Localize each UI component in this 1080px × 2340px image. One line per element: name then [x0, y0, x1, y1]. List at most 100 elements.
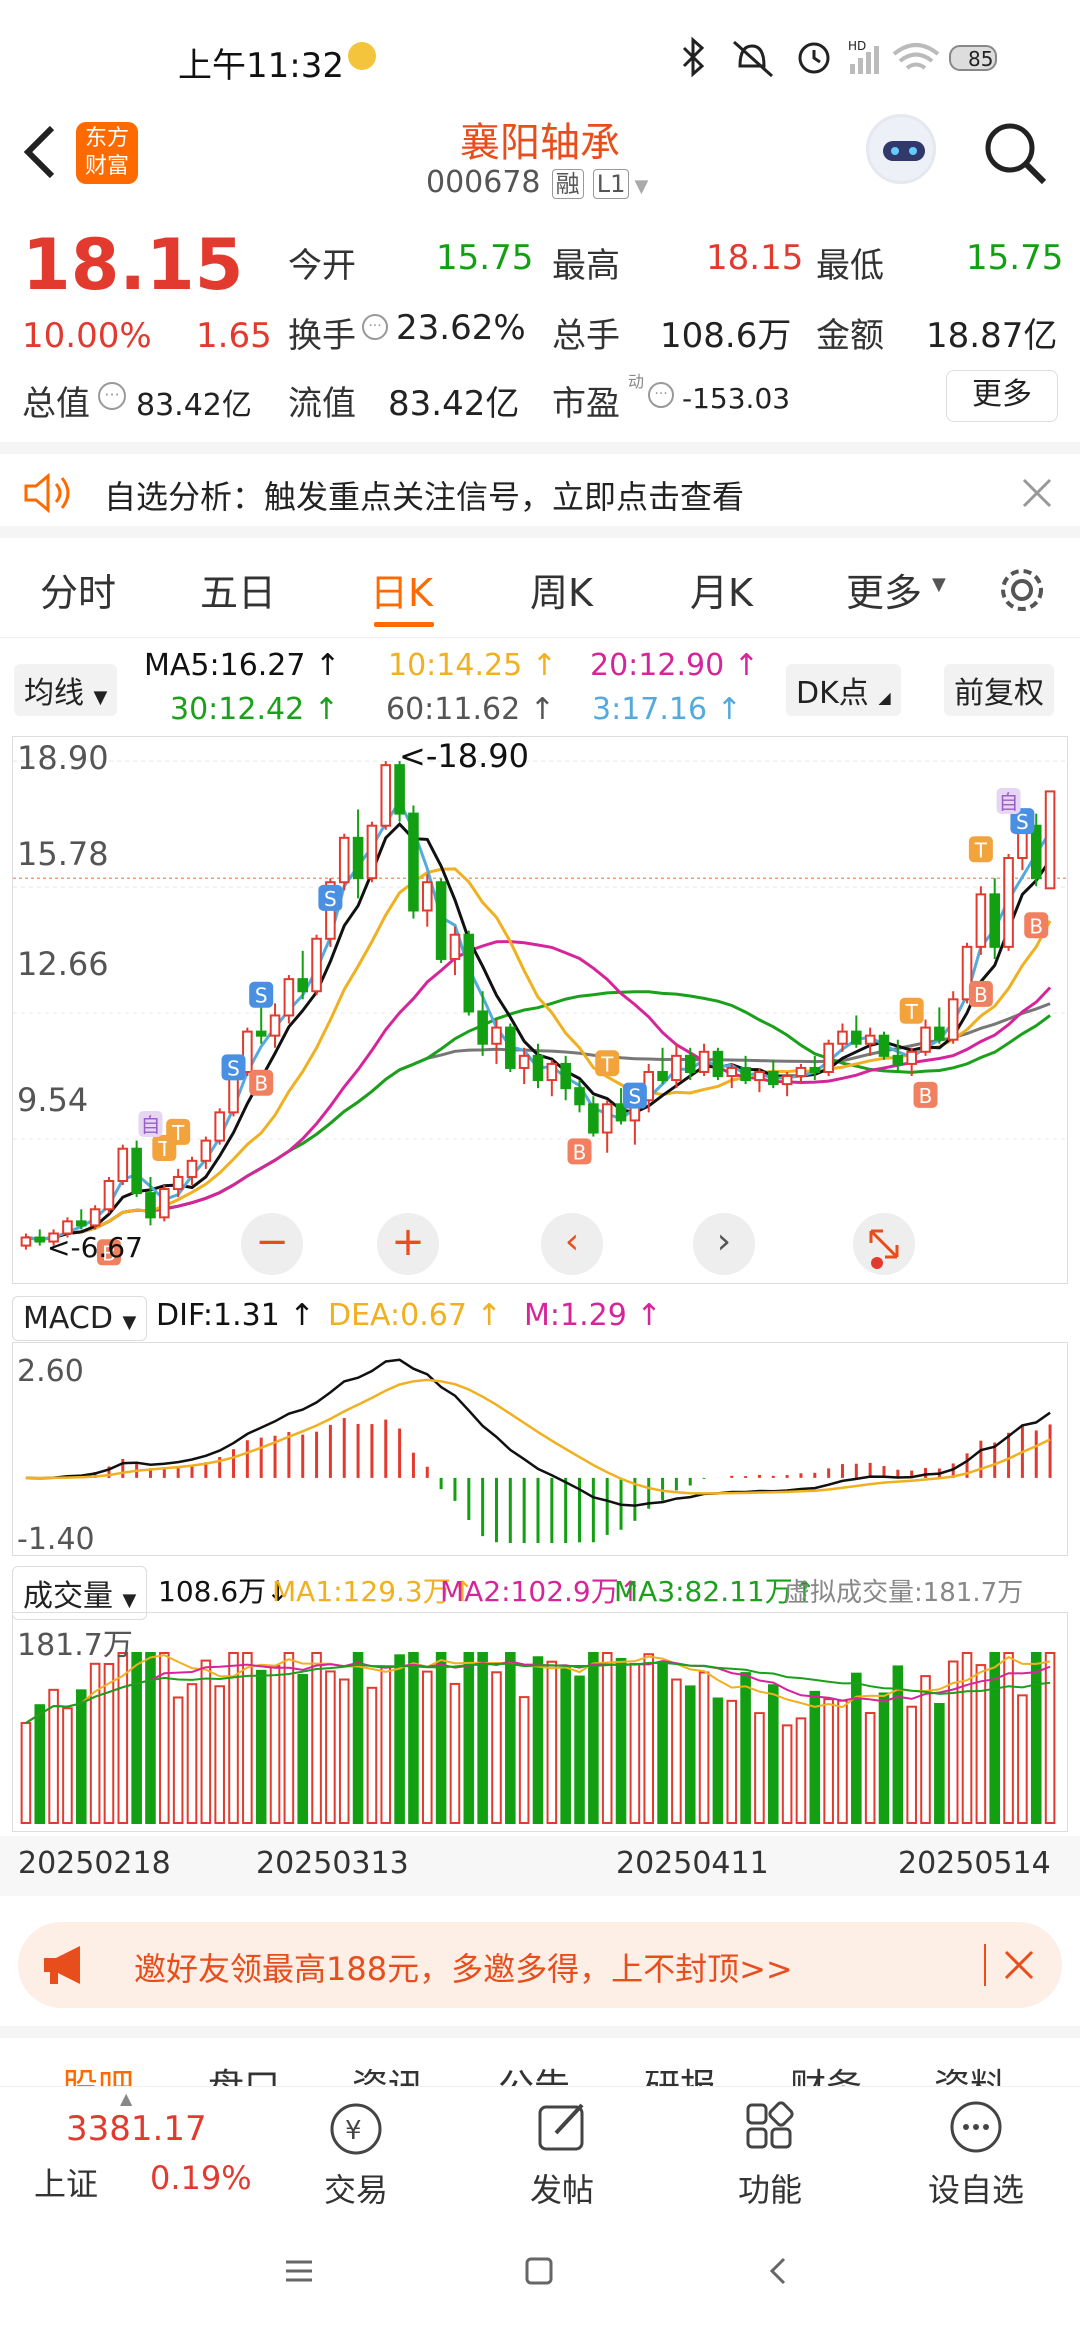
tab-announcements[interactable]: 公告 [498, 2058, 570, 2086]
volume-selector[interactable]: 成交量 ▼ [12, 1566, 148, 1620]
candle [574, 1080, 585, 1113]
scroll-left-button[interactable]: ‹ [541, 1213, 603, 1275]
back-nav-icon[interactable] [764, 2256, 794, 2286]
volume-bar [934, 1703, 945, 1824]
logo-text-1: 东方 [84, 126, 129, 151]
candle [892, 1039, 904, 1072]
kline-grid [13, 760, 1069, 1140]
mcap-label: 总值 [22, 384, 90, 424]
macd-legend: MACD ▼ DIF:1.31 ↑ DEA:0.67 ↑ M:1.29 ↑ [0, 1290, 1080, 1341]
zoom-in-button[interactable]: + [377, 1213, 439, 1275]
vol-ma1: MA1:129.3万↑ [272, 1575, 475, 1608]
bottom-nav: ▲ 3381.17 上证 0.19% ¥ 交易 发帖 功能 设自选 [0, 2086, 1080, 2210]
macd-chart[interactable]: 2.60 -1.40 [12, 1342, 1068, 1557]
back-icon[interactable] [20, 124, 60, 180]
close-icon[interactable] [1002, 1948, 1036, 1982]
analysis-notice[interactable]: 自选分析：触发重点关注信号，立即点击查看 [0, 442, 1080, 538]
close-icon[interactable] [1020, 476, 1054, 510]
indicator-selector-label: 均线 [24, 676, 84, 711]
index-ticker[interactable]: ▲ 3381.17 上证 0.19% [0, 2087, 260, 2211]
nav-label: 功能 [737, 2171, 802, 2209]
home-icon[interactable] [524, 2256, 554, 2286]
macd-selector-label: MACD [23, 1301, 113, 1336]
expand-icon[interactable] [853, 1213, 915, 1275]
volume-bar [214, 1685, 225, 1824]
volume-bar [366, 1686, 378, 1824]
svg-text:T: T [171, 1121, 185, 1145]
tab-news[interactable]: 资讯 [352, 2058, 424, 2086]
svg-text:T: T [974, 838, 988, 862]
volume-bar [48, 1688, 59, 1825]
menu-icon[interactable] [284, 2256, 314, 2286]
signal-marker: 自 [996, 787, 1021, 814]
volume-bar [795, 1717, 807, 1824]
volume-bar [975, 1664, 987, 1824]
tab-finance[interactable]: 财务 [790, 2058, 862, 2086]
caret-down-icon[interactable]: ▼ [634, 176, 649, 197]
search-icon[interactable] [980, 118, 1050, 188]
adjust-selector[interactable]: 前复权 [944, 664, 1054, 716]
tab-research[interactable]: 研报 [644, 2058, 716, 2086]
nav-functions[interactable]: 功能 [700, 2087, 840, 2211]
volume-bar [325, 1670, 336, 1825]
invite-banner[interactable]: 邀好友领最高188元，多邀多得，上不封顶>> [18, 1922, 1062, 2008]
zoom-out-button[interactable]: − [241, 1213, 303, 1275]
caret-down-icon[interactable]: ▼ [932, 574, 946, 595]
float-value: 83.42亿 [388, 384, 520, 424]
nav-post[interactable]: 发帖 [492, 2087, 632, 2211]
y-tick-label: 15.78 [17, 835, 109, 873]
candle [103, 1176, 115, 1214]
margin-tag: 融 [551, 169, 584, 199]
macd-line [25, 1358, 1051, 1507]
indicator-selector[interactable]: 均线 ▼ [14, 664, 118, 716]
tab-handicap[interactable]: 盘口 [208, 2058, 280, 2086]
candle [726, 1063, 738, 1089]
notification-icon [348, 42, 376, 70]
volume-bar [89, 1662, 101, 1824]
signal-marker: 自 [138, 1110, 163, 1137]
candle [242, 1027, 253, 1077]
tab-forum[interactable]: 股吧 [62, 2058, 134, 2086]
candle [269, 1003, 281, 1048]
volume-bar [754, 1712, 765, 1824]
info-icon[interactable]: ··· [362, 314, 388, 340]
volume-legend: 成交量 ▼ 108.6万↓ MA1:129.3万↑ MA2:102.9万↑ MA… [0, 1560, 1080, 1620]
candle [906, 1047, 917, 1077]
candle [657, 1047, 668, 1085]
kline-ma-lines [25, 798, 1052, 1242]
tab-more[interactable]: 更多 [846, 571, 923, 615]
tab-intraday[interactable]: 分时 [40, 571, 117, 615]
status-icons: HD [682, 36, 997, 78]
gear-icon[interactable] [996, 564, 1048, 616]
more-button[interactable]: 更多 [946, 370, 1058, 422]
app-logo[interactable]: 东方 财富 [76, 122, 138, 184]
volume-bar [1044, 1652, 1056, 1824]
mcap-value: 83.42亿 [136, 388, 252, 423]
bluetooth-icon [682, 36, 705, 78]
tab-five-day[interactable]: 五日 [200, 571, 277, 615]
peak-price-label: <-18.90 [399, 737, 529, 775]
tab-weekly-k[interactable]: 周K [530, 571, 593, 615]
signal-marker: T [968, 836, 993, 863]
more-circle-icon [950, 2101, 1002, 2153]
robot-assistant-icon[interactable] [866, 114, 936, 184]
tab-monthly-k[interactable]: 月K [690, 571, 753, 615]
nav-trade[interactable]: ¥ 交易 [286, 2087, 426, 2211]
ma60-value: 60:11.62 ↑ [386, 692, 555, 727]
volume-bar [505, 1652, 516, 1824]
volume-chart[interactable]: 181.7万 [12, 1612, 1068, 1832]
nav-add-watchlist[interactable]: 设自选 [906, 2087, 1046, 2211]
candle [75, 1209, 87, 1230]
nav-label: 设自选 [927, 2171, 1024, 2209]
candle [477, 991, 488, 1056]
tab-daily-k[interactable]: 日K [370, 571, 433, 615]
volume-label: 总手 [552, 316, 620, 356]
info-icon[interactable]: ··· [648, 382, 674, 408]
scroll-right-button[interactable]: › [693, 1213, 755, 1275]
info-icon[interactable]: ··· [98, 382, 126, 410]
macd-selector[interactable]: MACD ▼ [12, 1296, 148, 1341]
volume-svg: 181.7万 [17, 1628, 1056, 1825]
dk-point-selector[interactable]: DK点 ◢ [786, 664, 901, 716]
tab-profile[interactable]: 资料 [934, 2058, 1006, 2086]
